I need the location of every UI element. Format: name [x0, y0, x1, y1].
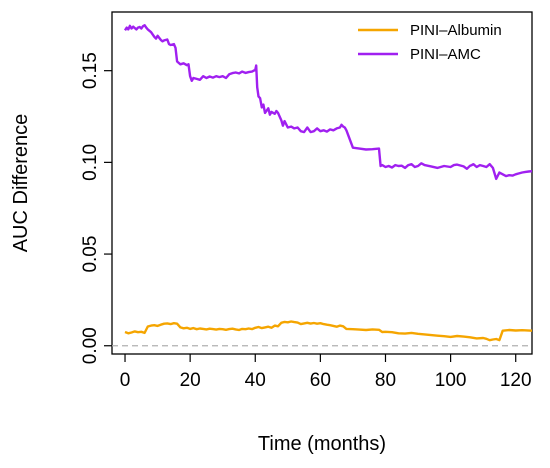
x-tick-label: 80 [375, 370, 396, 391]
legend-label-1: PINI–Albumin [410, 22, 502, 39]
series-line-2 [123, 24, 533, 181]
series-layer [123, 24, 533, 342]
y-axis-title: AUC Difference [10, 114, 32, 253]
y-axis: 0.00 0.05 0.10 0.15 [80, 52, 112, 364]
plot-border [111, 11, 533, 355]
legend-label-2: PINI–AMC [410, 46, 481, 63]
x-tick-label: 100 [435, 370, 467, 391]
y-tick-label: 0.00 [80, 327, 101, 364]
x-tick-label: 20 [180, 370, 201, 391]
y-tick-label: 0.10 [80, 144, 101, 181]
x-axis-title: Time (months) [258, 433, 386, 455]
x-tick-label: 60 [310, 370, 331, 391]
x-tick-label: 120 [500, 370, 532, 391]
y-tick-label: 0.15 [80, 52, 101, 89]
y-tick-label: 0.05 [80, 236, 101, 273]
x-tick-label: 0 [120, 370, 131, 391]
x-axis: 0 20 40 60 80 100 120 [120, 354, 532, 391]
legend: PINI–Albumin PINI–AMC [358, 22, 502, 63]
series-line-1 [124, 320, 533, 342]
x-tick-label: 40 [245, 370, 266, 391]
plot-area [111, 11, 533, 355]
